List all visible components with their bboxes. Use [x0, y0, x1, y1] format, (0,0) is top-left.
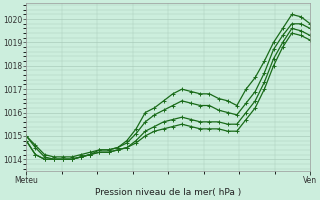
X-axis label: Pression niveau de la mer( hPa ): Pression niveau de la mer( hPa ): [95, 188, 241, 197]
